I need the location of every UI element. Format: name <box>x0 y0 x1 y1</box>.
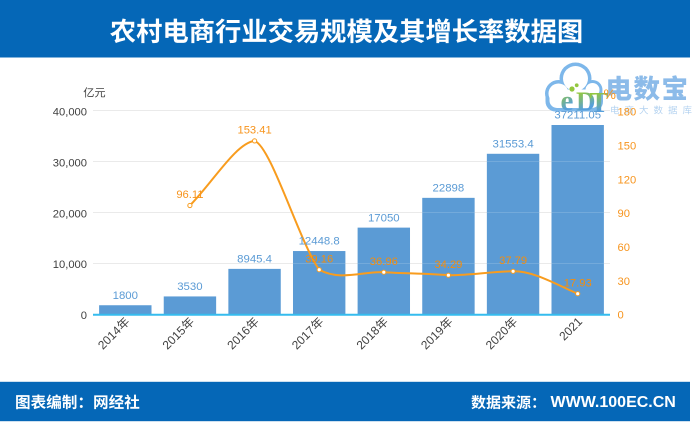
svg-text:1800: 1800 <box>113 290 138 302</box>
svg-text:30,000: 30,000 <box>53 157 87 169</box>
svg-text:WWW.100EC.CN: WWW.100EC.CN <box>551 394 676 411</box>
svg-text:37.79: 37.79 <box>499 255 527 267</box>
svg-text:31553.4: 31553.4 <box>493 139 534 151</box>
svg-text:10,000: 10,000 <box>53 259 87 271</box>
svg-text:e: e <box>561 85 574 117</box>
svg-text:22898: 22898 <box>433 183 465 195</box>
svg-text:40,000: 40,000 <box>53 107 87 119</box>
svg-text:60: 60 <box>618 242 630 254</box>
svg-text:20,000: 20,000 <box>53 208 87 220</box>
svg-text:12448.8: 12448.8 <box>299 236 340 248</box>
svg-text:8945.4: 8945.4 <box>237 254 272 266</box>
svg-text:17.93: 17.93 <box>564 277 592 289</box>
svg-text:96.11: 96.11 <box>176 189 203 201</box>
svg-text:37211.05: 37211.05 <box>554 110 601 122</box>
svg-text:%: % <box>604 86 616 102</box>
svg-text:153.41: 153.41 <box>237 125 271 137</box>
svg-text:D: D <box>576 87 596 117</box>
svg-text:T: T <box>590 88 609 119</box>
svg-text:120: 120 <box>618 174 637 186</box>
svg-text:34.29: 34.29 <box>434 259 462 271</box>
svg-text:30: 30 <box>618 276 630 288</box>
svg-text:0: 0 <box>618 310 624 322</box>
svg-text:90: 90 <box>618 208 630 220</box>
svg-text:150: 150 <box>618 140 637 152</box>
svg-text:36.96: 36.96 <box>370 256 398 268</box>
svg-text:3530: 3530 <box>177 281 202 293</box>
svg-text:17050: 17050 <box>368 212 400 224</box>
svg-text:0: 0 <box>81 310 87 322</box>
svg-text:39.16: 39.16 <box>305 253 333 265</box>
svg-text:180: 180 <box>618 107 637 119</box>
